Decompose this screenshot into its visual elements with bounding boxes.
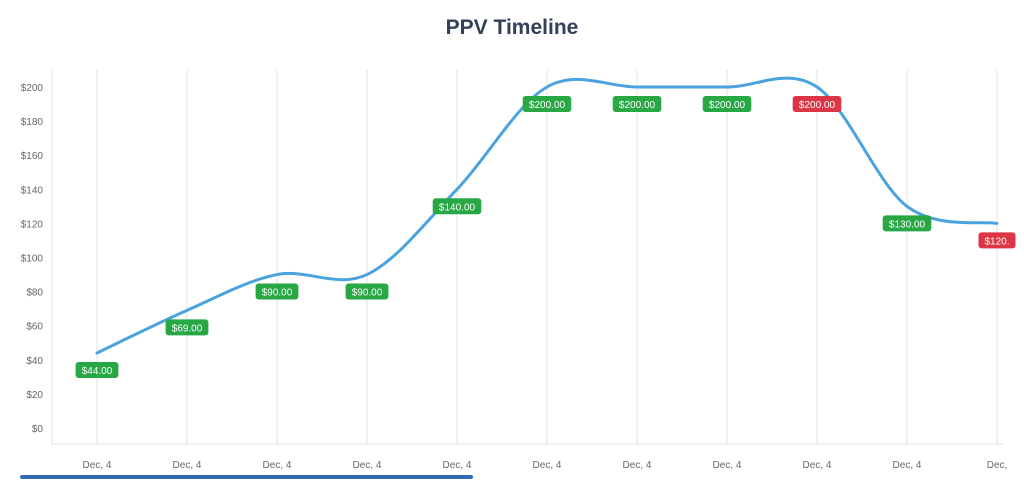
x-tick-label: Dec, 4	[443, 460, 472, 471]
data-label: $90.00	[255, 283, 299, 300]
data-label-box	[612, 96, 662, 112]
data-label-text: $200.00	[709, 100, 746, 111]
x-tick-label: Dec, 4	[623, 460, 652, 471]
data-label-box	[345, 283, 389, 300]
data-label: $90.00	[345, 283, 389, 300]
data-label-box	[255, 283, 299, 300]
x-tick-label: Dec,	[987, 460, 1008, 471]
data-label-text: $90.00	[352, 288, 383, 299]
data-label: $120.	[978, 232, 1016, 249]
x-tick-label: Dec, 4	[263, 460, 292, 471]
data-label: $200.00	[792, 96, 842, 112]
data-label-box	[702, 96, 752, 112]
data-label-box	[978, 232, 1016, 249]
data-label: $200.00	[522, 96, 572, 112]
y-tick-label: $20	[26, 390, 43, 401]
y-tick-label: $120	[21, 219, 44, 230]
data-label: $140.00	[432, 198, 482, 215]
x-tick-label: Dec, 4	[83, 460, 112, 471]
data-label-box	[432, 198, 482, 215]
data-label-box	[522, 96, 572, 112]
y-tick-label: $0	[32, 424, 44, 435]
y-tick-label: $60	[26, 322, 43, 333]
y-tick-label: $100	[21, 254, 44, 265]
x-tick-label: Dec, 4	[713, 460, 742, 471]
data-label-text: $69.00	[172, 323, 203, 334]
scrollbar-thumb[interactable]	[20, 475, 473, 479]
horizontal-scrollbar[interactable]	[20, 475, 1004, 479]
data-label-text: $130.00	[889, 219, 926, 230]
y-tick-label: $80	[26, 288, 43, 299]
data-label-box	[75, 361, 119, 378]
x-tick-label: Dec, 4	[173, 460, 202, 471]
x-tick-label: Dec, 4	[893, 460, 922, 471]
x-tick-label: Dec, 4	[353, 460, 382, 471]
data-label-text: $44.00	[82, 366, 113, 377]
data-label-box	[165, 319, 209, 336]
data-label-text: $90.00	[262, 288, 293, 299]
data-label: $44.00	[75, 361, 119, 378]
data-label-text: $200.00	[799, 100, 836, 111]
data-label: $200.00	[702, 96, 752, 112]
data-label-text: $140.00	[439, 202, 476, 213]
data-label-text: $120.	[984, 236, 1009, 247]
x-tick-label: Dec, 4	[803, 460, 832, 471]
x-tick-label: Dec, 4	[533, 460, 562, 471]
y-tick-label: $200	[21, 83, 44, 94]
y-tick-label: $40	[26, 356, 43, 367]
data-label-box	[792, 96, 842, 112]
y-tick-label: $140	[21, 185, 44, 196]
data-label-text: $200.00	[619, 100, 656, 111]
data-label: $69.00	[165, 319, 209, 336]
y-tick-label: $160	[21, 151, 44, 162]
data-label: $130.00	[882, 215, 932, 232]
data-label-text: $200.00	[529, 100, 566, 111]
chart-title: PPV Timeline	[445, 16, 579, 39]
data-label: $200.00	[612, 96, 662, 112]
data-label-box	[882, 215, 932, 232]
y-tick-label: $180	[21, 117, 44, 128]
